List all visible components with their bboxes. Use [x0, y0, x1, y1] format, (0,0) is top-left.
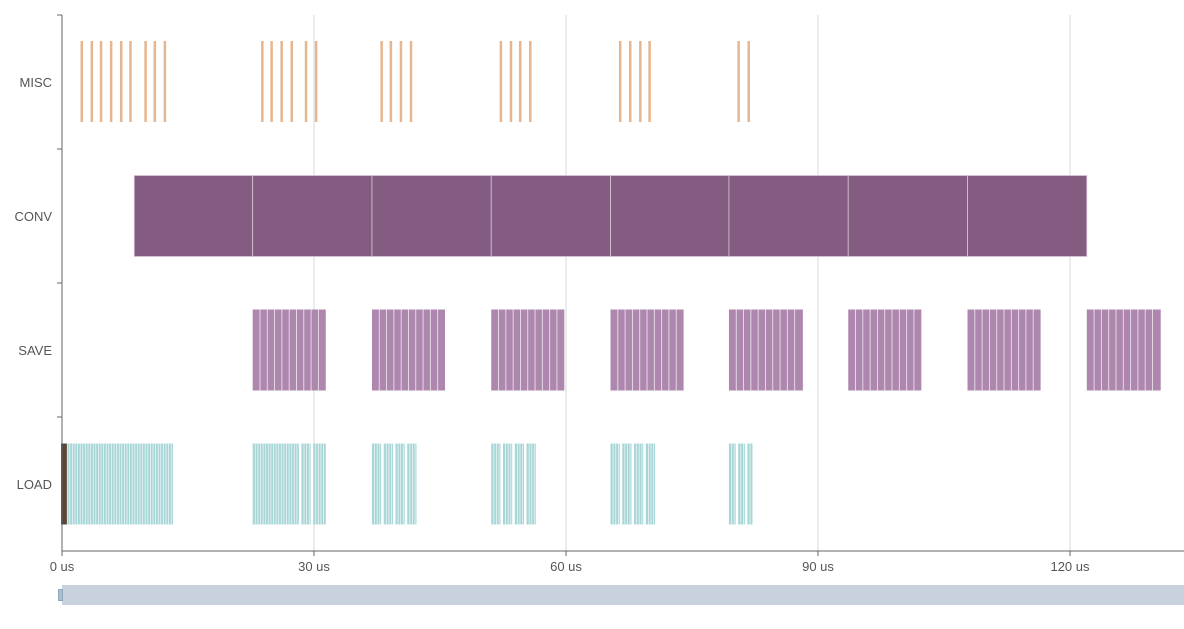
misc-event: [280, 41, 283, 122]
load-event: [62, 443, 173, 525]
misc-event: [270, 41, 273, 122]
save-event: [610, 309, 684, 391]
misc-event: [144, 41, 147, 122]
load-event: [634, 443, 644, 525]
misc-event: [529, 41, 532, 122]
save-event: [491, 309, 565, 391]
misc-event: [109, 41, 113, 122]
save-event: [728, 309, 803, 391]
misc-event: [618, 41, 622, 122]
misc-event: [261, 41, 264, 122]
conv-event: [728, 175, 849, 257]
x-tick-label: 90 us: [802, 559, 834, 574]
load-event: [371, 443, 382, 525]
misc-event: [99, 41, 103, 122]
misc-event: [129, 41, 132, 122]
misc-event: [153, 41, 157, 122]
load-event: [503, 443, 513, 525]
misc-event: [163, 41, 167, 122]
load-event: [738, 443, 745, 525]
misc-event: [304, 41, 308, 122]
misc-event: [399, 41, 403, 122]
load-event: [610, 443, 620, 525]
save-event: [967, 309, 1041, 391]
misc-event: [509, 41, 513, 122]
misc-event: [747, 41, 750, 122]
save-event: [1086, 309, 1161, 391]
load-event: [514, 443, 524, 525]
conv-event: [967, 175, 1088, 257]
load-event: [491, 443, 501, 525]
load-event: [747, 443, 753, 525]
misc-event: [314, 41, 318, 122]
load-event: [526, 443, 536, 525]
misc-event: [80, 41, 83, 122]
misc-event: [639, 41, 642, 122]
scrollbar-handle[interactable]: [58, 589, 63, 601]
x-tick-label: 120 us: [1050, 559, 1090, 574]
load-event: [383, 443, 393, 525]
horizontal-scrollbar-track[interactable]: [62, 585, 1184, 605]
load-event: [407, 443, 417, 525]
conv-event: [133, 175, 254, 257]
load-event: [252, 443, 299, 525]
conv-event: [371, 175, 492, 257]
vertical-grid: [313, 15, 1071, 551]
axis-labels: MISC CONV SAVE LOAD 0 us 30 us 60 us 90 us 120 u…: [14, 75, 1090, 574]
conv-event: [847, 175, 968, 257]
x-tick-label: 60 us: [550, 559, 582, 574]
load-event: [395, 443, 405, 525]
load-event: [622, 443, 632, 525]
misc-event: [629, 41, 632, 122]
lane-label-load: LOAD: [17, 477, 52, 492]
timeline-bars: [61, 41, 1161, 525]
load-event: [728, 443, 736, 525]
save-event: [371, 309, 446, 391]
misc-event: [737, 41, 740, 122]
x-tick-label: 0 us: [50, 559, 75, 574]
lane-label-save: SAVE: [18, 343, 52, 358]
misc-event: [380, 41, 383, 122]
lane-label-conv: CONV: [14, 209, 52, 224]
save-event: [252, 309, 326, 391]
load-start-marker: [61, 443, 67, 525]
misc-event: [389, 41, 393, 122]
load-event: [645, 443, 656, 525]
save-event: [848, 309, 922, 391]
misc-event: [290, 41, 293, 122]
misc-event: [119, 41, 123, 122]
misc-event: [518, 41, 522, 122]
misc-event: [409, 41, 413, 122]
load-event: [313, 443, 326, 525]
misc-event: [90, 41, 94, 122]
lane-label-misc: MISC: [20, 75, 53, 90]
misc-event: [499, 41, 503, 122]
load-event: [301, 443, 311, 525]
misc-event: [648, 41, 651, 122]
x-tick-label: 30 us: [298, 559, 330, 574]
conv-event: [610, 175, 730, 257]
conv-event: [490, 175, 611, 257]
conv-event: [252, 175, 373, 257]
axes: [57, 14, 1184, 556]
